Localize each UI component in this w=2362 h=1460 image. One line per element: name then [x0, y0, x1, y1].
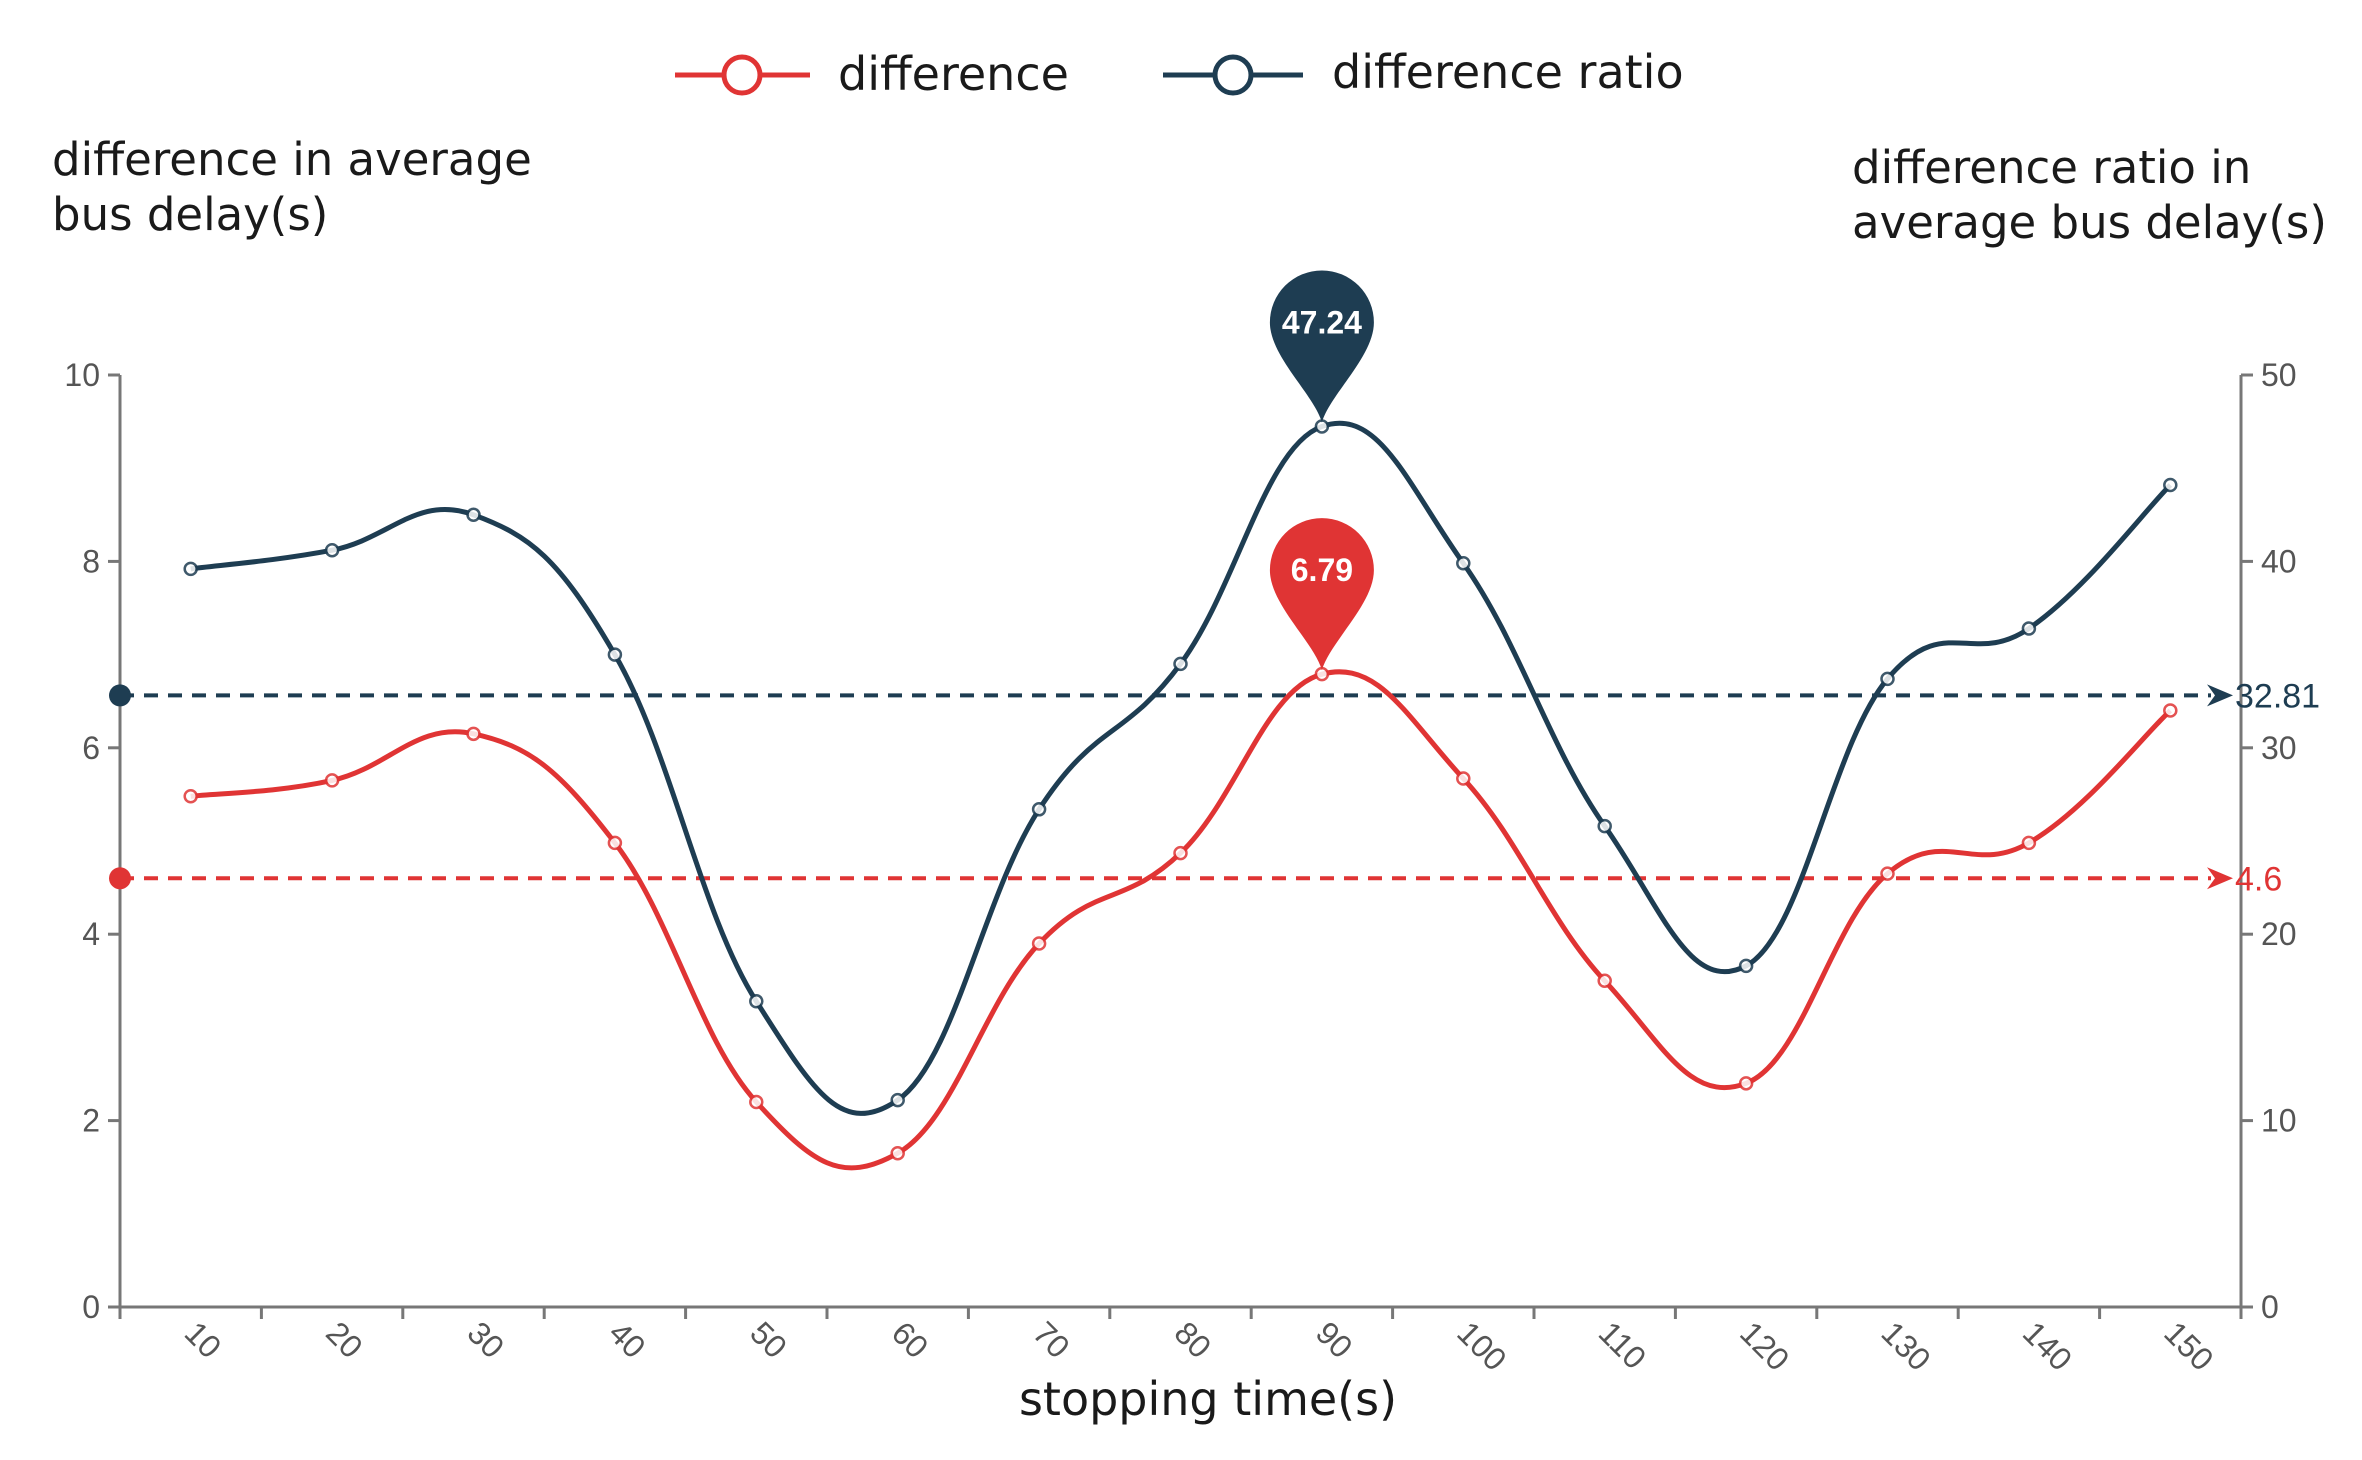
legend-marker-difference — [721, 54, 763, 96]
x-tick-label-70: 70 — [1026, 1314, 1077, 1365]
x-tick-label-80: 80 — [1168, 1314, 1219, 1365]
x-axis-title: stopping time(s) — [1019, 1372, 1397, 1426]
point-difference-ratio-20 — [324, 542, 340, 558]
right-axis-title-line-1: difference ratio in — [1852, 141, 2251, 194]
point-difference-100 — [1456, 771, 1471, 786]
average-arrow-difference — [2207, 867, 2233, 890]
x-tick-label-90: 90 — [1309, 1314, 1360, 1365]
x-tick-label-100: 100 — [1450, 1314, 1513, 1377]
right-tick-label-10: 10 — [2261, 1103, 2297, 1139]
x-tick-label-120: 120 — [1733, 1314, 1796, 1377]
left-tick-label-4: 4 — [82, 916, 100, 952]
point-difference-ratio-100 — [1456, 556, 1471, 571]
point-difference-ratio-140 — [2021, 621, 2037, 636]
x-tick-label-60: 60 — [885, 1314, 936, 1365]
max-pin-label-difference: 6.79 — [1291, 552, 1353, 588]
series-layer — [183, 419, 2178, 1171]
average-label-difference: 4.6 — [2235, 860, 2282, 898]
x-tick-label-10: 10 — [178, 1314, 229, 1365]
max-pin-difference — [1269, 518, 1374, 671]
x-ticks: 10 20 30 40 50 60 70 80 90 100 110 120 130 140 150 — [118, 1307, 2243, 1378]
left-y-ticks: 0 2 4 6 8 10 — [64, 357, 120, 1325]
legend-label-difference-ratio: difference ratio — [1332, 45, 1684, 99]
left-tick-label-6: 6 — [82, 730, 100, 766]
right-tick-label-30: 30 — [2261, 730, 2297, 766]
x-tick-label-110: 110 — [1592, 1314, 1654, 1376]
right-y-ticks: 0 10 20 30 40 50 — [2241, 357, 2297, 1325]
legend-label-difference: difference — [838, 47, 1069, 101]
left-tick-label-0: 0 — [82, 1289, 100, 1325]
point-difference-70 — [1031, 936, 1047, 951]
left-tick-label-10: 10 — [64, 357, 100, 393]
point-difference-ratio-30 — [466, 507, 481, 523]
average-arrow-difference-ratio — [2207, 684, 2233, 707]
legend-marker-difference-ratio — [1212, 54, 1254, 96]
point-difference-110 — [1597, 973, 1612, 989]
max-pin-difference-ratio — [1269, 270, 1374, 423]
legend-item-difference-ratio[interactable]: difference ratio — [1163, 45, 1684, 99]
left-axis-title-line-1: difference in average — [52, 133, 532, 186]
max-pin-label-difference-ratio: 47.24 — [1282, 304, 1362, 340]
average-start-dot-difference — [109, 867, 131, 890]
point-difference-ratio-50 — [749, 994, 764, 1009]
x-tick-label-50: 50 — [743, 1314, 794, 1365]
point-difference-ratio-60 — [890, 1092, 905, 1108]
point-difference-50 — [749, 1094, 764, 1110]
point-difference-ratio-120 — [1738, 958, 1754, 974]
point-difference-140 — [2021, 835, 2037, 851]
right-tick-label-0: 0 — [2261, 1289, 2279, 1325]
point-difference-120 — [1738, 1076, 1754, 1091]
point-difference-ratio-70 — [1031, 802, 1047, 817]
right-tick-label-50: 50 — [2261, 357, 2297, 393]
point-difference-ratio-110 — [1597, 818, 1612, 834]
series-line-difference-ratio — [190, 420, 2173, 1116]
average-lines: 4.6 32.81 — [109, 677, 2320, 898]
point-difference-60 — [890, 1145, 905, 1161]
left-axis-title-line-2: bus delay(s) — [52, 188, 328, 241]
max-pins: 6.79 47.24 — [1269, 270, 1374, 671]
series-line-difference — [190, 669, 2173, 1171]
x-tick-label-140: 140 — [2016, 1314, 2079, 1377]
point-difference-150 — [2163, 703, 2178, 718]
x-tick-label-130: 130 — [1875, 1314, 1938, 1377]
average-label-difference-ratio: 32.81 — [2235, 677, 2320, 715]
average-start-dot-difference-ratio — [109, 684, 131, 707]
left-tick-label-8: 8 — [82, 543, 100, 579]
point-difference-30 — [466, 726, 481, 742]
point-difference-80 — [1173, 845, 1188, 861]
x-tick-label-150: 150 — [2157, 1314, 2220, 1377]
legend: difference difference ratio — [675, 45, 1684, 101]
point-difference-130 — [1880, 866, 1895, 881]
point-difference-ratio-80 — [1173, 656, 1188, 672]
point-difference-ratio-10 — [183, 561, 198, 577]
right-tick-label-20: 20 — [2261, 916, 2297, 952]
point-difference-10 — [183, 789, 198, 804]
point-difference-ratio-150 — [2163, 477, 2178, 493]
x-tick-label-30: 30 — [461, 1314, 512, 1365]
point-difference-ratio-40 — [607, 647, 623, 662]
point-difference-20 — [324, 773, 340, 788]
point-difference-40 — [607, 835, 623, 851]
point-difference-ratio-130 — [1880, 671, 1895, 687]
right-axis-title-line-2: average bus delay(s) — [1852, 196, 2327, 249]
x-tick-label-40: 40 — [602, 1314, 653, 1365]
legend-item-difference[interactable]: difference — [675, 47, 1069, 101]
x-tick-label-20: 20 — [319, 1314, 370, 1365]
left-tick-label-2: 2 — [82, 1103, 100, 1139]
right-tick-label-40: 40 — [2261, 543, 2297, 579]
